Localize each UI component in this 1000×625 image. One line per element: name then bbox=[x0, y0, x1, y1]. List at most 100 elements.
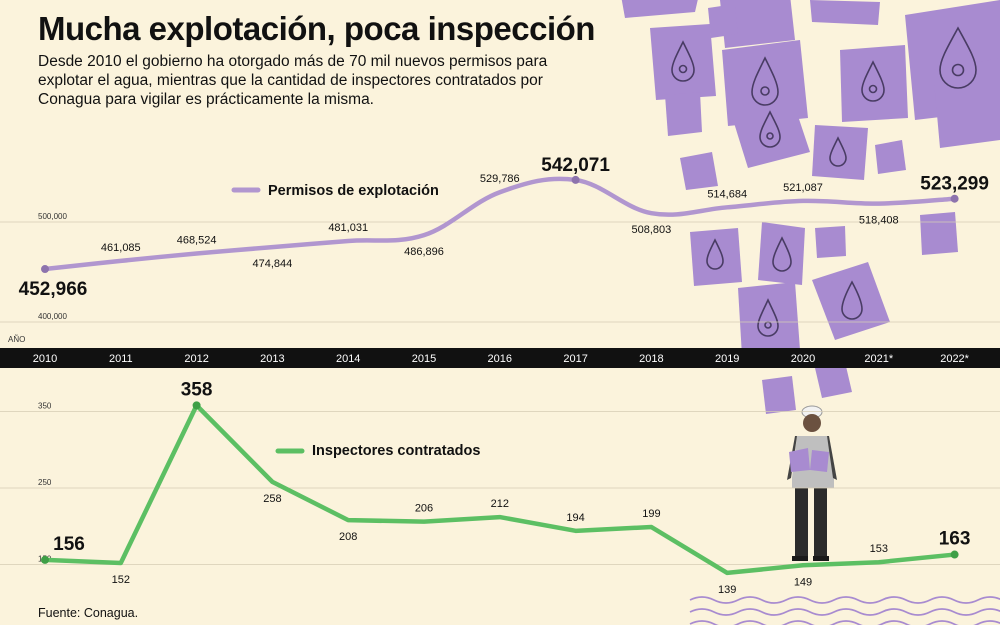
data-label-inspectores: 206 bbox=[415, 503, 433, 515]
data-label-inspectores: 156 bbox=[53, 534, 85, 555]
data-label-permisos: 486,896 bbox=[404, 246, 444, 258]
y-tick-label: 250 bbox=[38, 478, 52, 487]
permisos-grid: 400,000 500,000 bbox=[0, 212, 1000, 323]
year-bar bbox=[0, 348, 1000, 368]
paper-icon bbox=[708, 4, 738, 38]
year-axis: 2010 2011 2012 2013 2014 2015 2016 2017 2018 2019… bbox=[33, 353, 970, 365]
data-label-permisos: 481,031 bbox=[328, 222, 368, 234]
data-label-permisos: 474,844 bbox=[253, 258, 293, 270]
point-permisos bbox=[41, 265, 49, 274]
data-label-permisos: 523,299 bbox=[920, 174, 989, 195]
paper-icon bbox=[933, 58, 1000, 148]
skull-icon bbox=[868, 84, 878, 94]
data-label-inspectores: 199 bbox=[642, 508, 660, 520]
point-permisos bbox=[950, 194, 959, 203]
paper-icon bbox=[738, 282, 800, 356]
data-label-permisos: 514,684 bbox=[707, 188, 747, 200]
year-label: 2022* bbox=[940, 353, 969, 365]
data-label-inspectores: 152 bbox=[112, 574, 130, 586]
water-drop-icon bbox=[759, 110, 781, 148]
paper-icon bbox=[840, 45, 908, 122]
paper-icon bbox=[762, 376, 796, 414]
y-tick-label: 400,000 bbox=[38, 312, 67, 321]
data-label-inspectores: 258 bbox=[263, 493, 281, 505]
paper-icon bbox=[621, 0, 698, 18]
legend-label-inspectores: Inspectores contratados bbox=[312, 443, 480, 459]
data-label-permisos: 468,524 bbox=[177, 234, 217, 246]
page-title: Mucha explotación, poca inspección bbox=[38, 10, 595, 47]
data-label-inspectores: 139 bbox=[718, 584, 736, 596]
paper-icon bbox=[730, 92, 810, 168]
paper-icon bbox=[650, 24, 716, 100]
paper-icon bbox=[810, 0, 880, 25]
year-label: 2011 bbox=[109, 353, 133, 365]
paper-icon bbox=[680, 152, 718, 190]
data-label-permisos: 542,071 bbox=[541, 155, 610, 176]
inspectores-grid: 150250350 bbox=[0, 402, 1000, 565]
year-label: 2014 bbox=[336, 353, 360, 365]
water-drop-icon bbox=[757, 298, 779, 337]
point-inspectores bbox=[41, 555, 49, 564]
paper-icon bbox=[758, 222, 805, 285]
water-drop-icon bbox=[671, 40, 695, 82]
skull-icon bbox=[678, 64, 688, 74]
skull-icon bbox=[760, 86, 770, 96]
paper-icon bbox=[812, 125, 868, 180]
data-label-inspectores: 163 bbox=[939, 529, 971, 550]
year-label: 2019 bbox=[715, 353, 739, 365]
skull-icon bbox=[766, 132, 774, 140]
paper-icon bbox=[665, 92, 702, 136]
data-label-inspectores: 153 bbox=[870, 543, 888, 555]
water-drop-icon bbox=[841, 280, 863, 320]
data-label-inspectores: 194 bbox=[566, 512, 584, 524]
paper-icon bbox=[720, 0, 795, 48]
water-wave-icon bbox=[689, 596, 1000, 604]
water-drop-icon bbox=[861, 60, 885, 102]
year-label: 2018 bbox=[639, 353, 663, 365]
year-label: 2020 bbox=[791, 353, 815, 365]
paper-icon bbox=[920, 212, 958, 255]
water-drop-icon bbox=[829, 136, 847, 167]
data-label-permisos: 508,803 bbox=[632, 224, 672, 236]
point-inspectores bbox=[192, 401, 201, 410]
point-inspectores bbox=[950, 550, 959, 559]
source-note: Fuente: Conagua. bbox=[38, 606, 139, 620]
data-label-inspectores: 149 bbox=[794, 576, 812, 588]
year-label: 2010 bbox=[33, 353, 57, 365]
water-drop-icon bbox=[751, 56, 779, 106]
skull-icon bbox=[951, 63, 965, 77]
water-drop-icon bbox=[706, 238, 724, 270]
legend-inspectores: Inspectores contratados bbox=[275, 443, 480, 459]
year-label: 2016 bbox=[488, 353, 512, 365]
y-tick-label: 500,000 bbox=[38, 212, 67, 221]
paper-icon bbox=[690, 228, 742, 286]
data-label-permisos: 529,786 bbox=[480, 173, 520, 185]
year-label: 2021* bbox=[864, 353, 893, 365]
chart-marks: 452,966 461,085 468,524 474,844 481,031 486,8… bbox=[19, 155, 989, 596]
paper-icon bbox=[875, 140, 906, 174]
paper-icon bbox=[815, 362, 852, 398]
data-label-inspectores: 212 bbox=[491, 498, 509, 510]
data-label-permisos: 518,408 bbox=[859, 215, 899, 227]
paper-icon bbox=[812, 262, 890, 340]
series-line-permisos bbox=[42, 176, 957, 272]
data-label-permisos: 452,966 bbox=[19, 279, 88, 300]
data-label-permisos: 461,085 bbox=[101, 242, 141, 254]
paper-icon bbox=[815, 226, 846, 258]
year-label: 2015 bbox=[412, 353, 436, 365]
legend-permisos: Permisos de explotación bbox=[231, 183, 439, 199]
legend-label-permisos: Permisos de explotación bbox=[268, 183, 439, 199]
water-drop-icon bbox=[939, 26, 977, 89]
water-wave-icon bbox=[689, 608, 1000, 616]
data-label-inspectores: 358 bbox=[181, 379, 213, 400]
year-axis-label: AÑO bbox=[8, 335, 25, 344]
year-label: 2013 bbox=[260, 353, 284, 365]
data-label-permisos: 521,087 bbox=[783, 182, 823, 194]
inspector-icon bbox=[787, 405, 837, 561]
year-label: 2017 bbox=[563, 353, 587, 365]
y-tick-label: 350 bbox=[38, 402, 52, 411]
page-subtitle: Desde 2010 el gobierno ha otorgado más d… bbox=[38, 53, 548, 108]
water-wave-icon bbox=[689, 620, 1000, 625]
